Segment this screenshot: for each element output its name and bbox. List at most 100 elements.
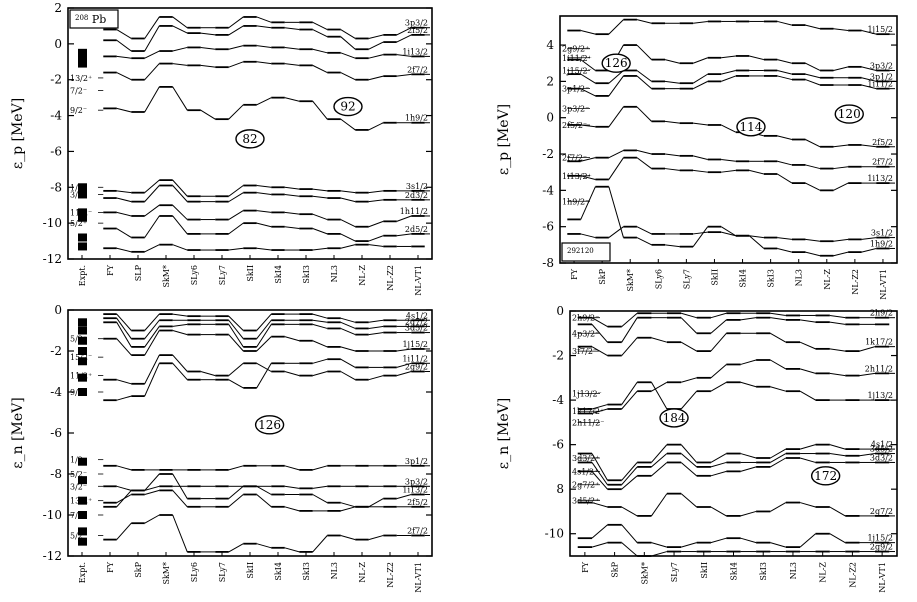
level-connector xyxy=(228,104,244,120)
y-tick-label: -8 xyxy=(50,467,62,481)
level-connector xyxy=(312,48,328,54)
level-connector xyxy=(693,231,708,235)
level-connector xyxy=(859,372,876,377)
spin-label: 1k17/2⁺ xyxy=(572,407,604,416)
level-connector xyxy=(228,334,244,352)
level-connector xyxy=(693,169,708,173)
level-connector xyxy=(256,336,272,352)
level-connector xyxy=(228,61,244,68)
x-tick-label: Expt. xyxy=(78,265,87,286)
level-connector xyxy=(284,336,300,342)
x-tick-label: SLy6 xyxy=(190,562,199,582)
level-connector xyxy=(144,16,160,39)
spin-label: 2f7/2⁻ xyxy=(562,154,587,163)
shell-gap-label: 82 xyxy=(242,132,257,146)
plot-frame xyxy=(559,15,898,264)
level-connector xyxy=(368,199,384,203)
level-connector xyxy=(608,19,624,35)
level-connector xyxy=(861,144,877,148)
spin-label: 15/2⁻ xyxy=(70,353,92,362)
level-label: 1j15/2 xyxy=(867,534,893,543)
level-connector xyxy=(591,542,608,548)
y-tick-label: -8 xyxy=(542,256,554,270)
level-connector xyxy=(833,28,849,32)
level-label: 3d3/2 xyxy=(870,453,893,462)
y-tick-label: -6 xyxy=(552,438,564,452)
level-connector xyxy=(829,506,846,517)
level-connector xyxy=(777,20,793,26)
level-connector xyxy=(720,124,737,133)
x-tick-label: SkM* xyxy=(162,265,171,288)
spin-label: 1i13/2⁺ xyxy=(562,172,592,181)
level-connector xyxy=(368,75,384,81)
level-connector xyxy=(710,537,727,544)
level-connector xyxy=(340,36,356,50)
level-connector xyxy=(829,372,846,377)
shell-gap-circle xyxy=(254,415,285,435)
level-connector xyxy=(284,485,300,489)
level-connector xyxy=(770,332,787,343)
level-connector xyxy=(749,169,765,175)
level-label: 3p3/2 xyxy=(405,19,428,28)
level-connector xyxy=(284,465,300,471)
level-connector xyxy=(144,313,160,331)
y-axis-label: ε_p [MeV] xyxy=(10,98,26,169)
y-tick-label: 0 xyxy=(546,111,554,125)
level-connector xyxy=(172,323,188,327)
level-connector xyxy=(692,57,708,64)
level-connector xyxy=(368,54,384,59)
shell-gap-circle xyxy=(333,96,363,117)
level-connector xyxy=(721,231,736,237)
level-connector xyxy=(228,45,244,50)
shell-gap-label: 126 xyxy=(605,56,628,70)
level-connector xyxy=(144,63,160,81)
level-connector xyxy=(256,494,272,508)
level-connector xyxy=(777,160,793,166)
level-connector xyxy=(312,535,328,553)
level-connector xyxy=(228,319,244,340)
level-connector xyxy=(284,63,300,66)
level-connector xyxy=(368,319,384,323)
level-connector xyxy=(396,233,412,237)
level-connector xyxy=(200,371,216,377)
level-connector xyxy=(144,319,160,340)
level-connector xyxy=(805,238,821,242)
spin-label: 13/2⁺ xyxy=(70,74,92,83)
level-connector xyxy=(312,494,328,504)
y-tick-label: -2 xyxy=(50,344,62,358)
shell-gap-circle xyxy=(810,466,841,486)
level-connector xyxy=(368,122,384,131)
level-connector xyxy=(651,462,668,477)
level-connector xyxy=(116,485,132,491)
y-axis-label: ε_n [MeV] xyxy=(10,397,26,468)
level-connector xyxy=(710,364,727,379)
level-connector xyxy=(770,359,787,370)
spin-label: 1/2⁺ xyxy=(70,183,87,192)
y-tick-label: -8 xyxy=(50,180,62,194)
level-connector xyxy=(172,179,188,197)
x-tick-label: SkI3 xyxy=(302,562,311,581)
level-connector xyxy=(693,122,708,126)
expt-level xyxy=(78,318,87,327)
nucleus-tag-box xyxy=(561,242,611,262)
level-connector xyxy=(799,502,816,508)
expt-level xyxy=(78,326,87,335)
level-connector xyxy=(770,542,786,548)
level-connector xyxy=(312,319,328,323)
level-label: 2f7/2 xyxy=(872,158,893,167)
level-connector xyxy=(740,466,757,472)
expt-level xyxy=(78,233,87,242)
level-connector xyxy=(340,327,356,336)
level-label: 4s1/2 xyxy=(406,311,428,320)
level-connector xyxy=(636,226,652,235)
level-connector xyxy=(621,317,638,343)
level-label: 1i11/2 xyxy=(402,354,428,363)
expt-level xyxy=(78,336,87,345)
level-connector xyxy=(340,502,356,508)
level-connector xyxy=(228,222,244,235)
spin-label: 13/2⁺ xyxy=(70,497,92,506)
spin-label: 1i11/2⁺ xyxy=(562,54,592,63)
level-connector xyxy=(116,107,132,113)
spin-label: 2h9/2⁻ xyxy=(572,314,599,323)
x-tick-label: SLy6 xyxy=(190,265,199,285)
